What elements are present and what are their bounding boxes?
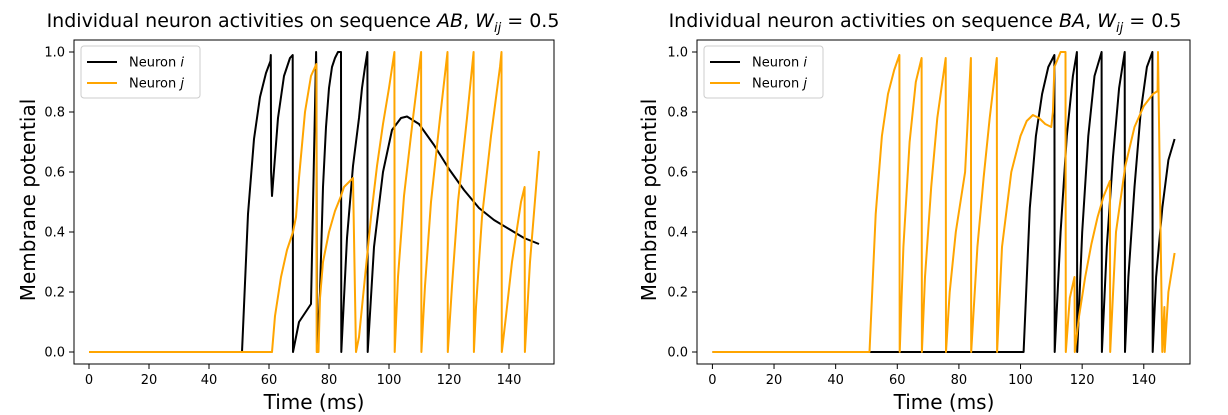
- x-tick-label: 0: [85, 373, 93, 388]
- y-tick-label: 0.4: [44, 226, 65, 241]
- y-tick-label: 1.0: [44, 46, 65, 61]
- y-tick-label: 0.6: [44, 166, 65, 181]
- series-line-neuron-i: [712, 51, 1176, 353]
- y-tick-label: 0.2: [44, 286, 65, 301]
- x-tick-label: 80: [951, 373, 968, 388]
- chart-ab-lines: [89, 51, 540, 353]
- x-tick-label: 140: [497, 373, 522, 388]
- x-tick-label: 80: [321, 373, 338, 388]
- legend-label-neuron-i: Neuron i: [129, 56, 184, 71]
- chart-ab: Individual neuron activities on sequence…: [16, 10, 559, 414]
- x-tick-label: 100: [1008, 373, 1033, 388]
- chart-ba-legend-box: [703, 45, 824, 99]
- x-tick-label: 20: [141, 373, 158, 388]
- series-line-neuron-i: [89, 51, 540, 353]
- x-tick-label: 120: [437, 373, 462, 388]
- chart-ba-ticks: 0 20 40 60 80 100 120 140 0.0 0.2 0.4 0.6 0.8 1.0: [667, 46, 1156, 389]
- x-tick-label: 40: [827, 373, 844, 388]
- x-tick-label: 60: [261, 373, 278, 388]
- y-tick-label: 0.4: [667, 226, 688, 241]
- chart-ab-title: Individual neuron activities on sequence…: [47, 10, 560, 36]
- chart-ba-lines: [712, 51, 1176, 353]
- y-tick-label: 0.8: [44, 106, 65, 121]
- x-tick-label: 100: [377, 373, 402, 388]
- chart-ba-title: Individual neuron activities on sequence…: [669, 10, 1182, 36]
- y-tick-label: 0.0: [667, 346, 688, 361]
- chart-ba-ylabel: Membrane potential: [637, 99, 661, 302]
- chart-ab-plot: 0 20 40 60 80 100 120 140 0.0 0.2 0.4 0.6 0.8 1.0 Neu…: [44, 39, 555, 389]
- y-tick-label: 0.8: [667, 106, 688, 121]
- chart-ba-plot: 0 20 40 60 80 100 120 140 0.0 0.2 0.4 0.6 0.8 1.0 Neu…: [667, 39, 1191, 389]
- chart-ab-legend: Neuron i Neuron j: [80, 45, 201, 99]
- y-tick-label: 1.0: [667, 46, 688, 61]
- chart-ab-frame: [73, 39, 555, 365]
- x-tick-label: 0: [708, 373, 716, 388]
- y-tick-label: 0.0: [44, 346, 65, 361]
- chart-ba-legend: Neuron i Neuron j: [703, 45, 824, 99]
- y-tick-label: 0.2: [667, 286, 688, 301]
- series-line-neuron-j: [89, 51, 540, 353]
- chart-ab-xlabel: Time (ms): [263, 390, 365, 414]
- chart-ba: Individual neuron activities on sequence…: [637, 10, 1191, 414]
- x-tick-label: 40: [201, 373, 218, 388]
- series-line-neuron-j: [712, 51, 1176, 353]
- x-tick-label: 20: [766, 373, 783, 388]
- legend-label-neuron-j: Neuron j: [129, 77, 184, 92]
- legend-label-neuron-i: Neuron i: [752, 56, 807, 71]
- chart-ba-xlabel: Time (ms): [893, 390, 995, 414]
- x-tick-label: 60: [889, 373, 906, 388]
- x-tick-label: 120: [1070, 373, 1095, 388]
- y-tick-label: 0.6: [667, 166, 688, 181]
- legend-label-neuron-j: Neuron j: [752, 77, 807, 92]
- chart-ab-legend-box: [80, 45, 201, 99]
- chart-ab-ticks: 0 20 40 60 80 100 120 140 0.0 0.2 0.4 0.6 0.8 1.0: [44, 46, 521, 389]
- chart-ba-frame: [696, 39, 1191, 365]
- x-tick-label: 140: [1131, 373, 1156, 388]
- chart-ab-ylabel: Membrane potential: [16, 99, 40, 302]
